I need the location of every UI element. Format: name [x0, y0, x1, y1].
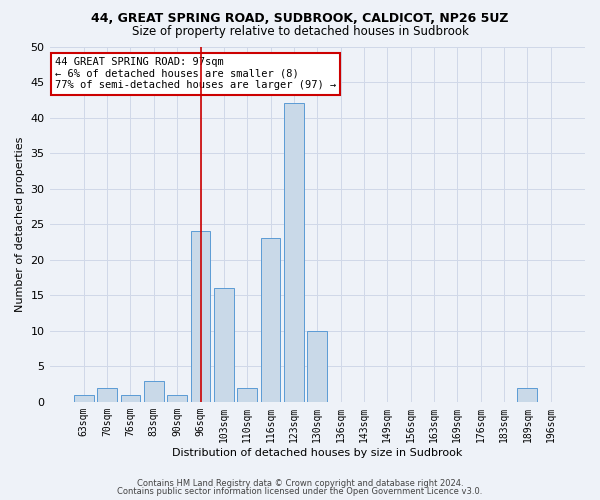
Bar	[167, 394, 187, 402]
Text: Contains public sector information licensed under the Open Government Licence v3: Contains public sector information licen…	[118, 487, 482, 496]
Text: 44 GREAT SPRING ROAD: 97sqm
← 6% of detached houses are smaller (8)
77% of semi-: 44 GREAT SPRING ROAD: 97sqm ← 6% of deta…	[55, 57, 336, 90]
Bar	[144, 380, 164, 402]
Text: 44, GREAT SPRING ROAD, SUDBROOK, CALDICOT, NP26 5UZ: 44, GREAT SPRING ROAD, SUDBROOK, CALDICO…	[91, 12, 509, 26]
X-axis label: Distribution of detached houses by size in Sudbrook: Distribution of detached houses by size …	[172, 448, 463, 458]
Bar	[214, 288, 234, 402]
Bar	[517, 388, 538, 402]
Bar	[191, 232, 211, 402]
Bar	[121, 394, 140, 402]
Text: Contains HM Land Registry data © Crown copyright and database right 2024.: Contains HM Land Registry data © Crown c…	[137, 478, 463, 488]
Bar	[260, 238, 280, 402]
Bar	[307, 331, 327, 402]
Bar	[284, 104, 304, 402]
Bar	[238, 388, 257, 402]
Text: Size of property relative to detached houses in Sudbrook: Size of property relative to detached ho…	[131, 25, 469, 38]
Bar	[74, 394, 94, 402]
Y-axis label: Number of detached properties: Number of detached properties	[15, 136, 25, 312]
Bar	[97, 388, 117, 402]
